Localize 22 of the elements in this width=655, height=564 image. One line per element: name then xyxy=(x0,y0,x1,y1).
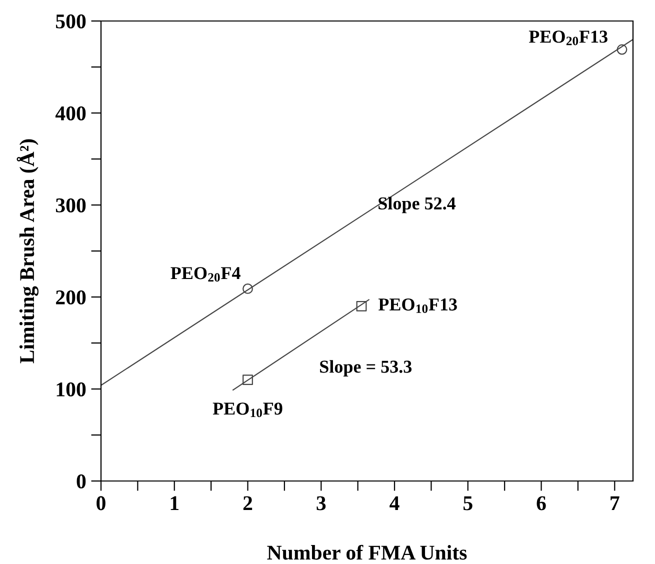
y-tick-label: 500 xyxy=(56,14,86,28)
y-axis-title: Limiting Brush Area (Å²) xyxy=(16,139,38,364)
y-tick-label: 300 xyxy=(56,198,86,212)
y-tick-label: 400 xyxy=(55,106,86,120)
annotation: Slope = 53.3 xyxy=(320,360,412,376)
y-tick-label: 100 xyxy=(56,382,86,396)
x-tick-label: 7 xyxy=(610,496,620,510)
x-tick-label: 1 xyxy=(170,496,179,510)
x-tick-label: 0 xyxy=(96,496,106,510)
annotation: PEO$_{20}$F4 xyxy=(170,267,240,282)
annotation: PEO$_{10}$F9 xyxy=(212,402,282,418)
x-axis-title: Number of FMA Units xyxy=(267,544,467,560)
y-tick-label: 0 xyxy=(76,474,86,488)
annotation: PEO$_{10}$F13 xyxy=(378,298,457,314)
annotation: Slope 52.4 xyxy=(378,196,456,214)
x-tick-label: 5 xyxy=(464,496,472,510)
x-tick-label: 2 xyxy=(243,496,252,510)
annotation: PEO$_{20}$F13 xyxy=(528,30,608,46)
x-tick-label: 4 xyxy=(390,496,400,510)
x-tick-label: 3 xyxy=(316,496,326,510)
x-tick-label: 6 xyxy=(536,496,546,510)
y-tick-label: 200 xyxy=(56,290,86,304)
